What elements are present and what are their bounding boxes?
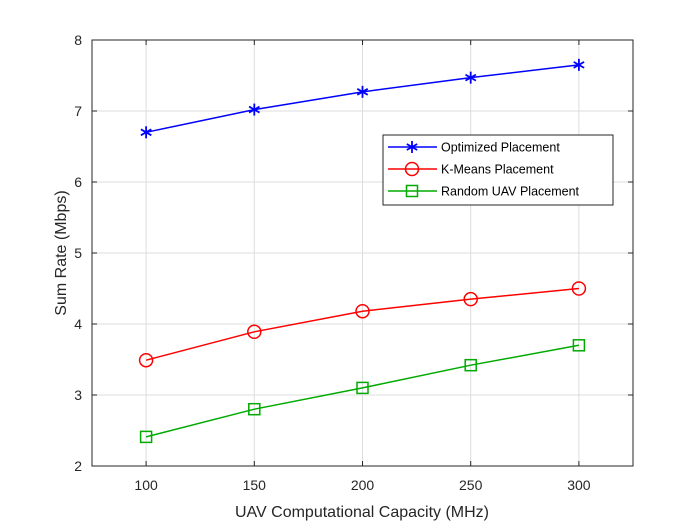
series-k-means-placement: [138, 281, 587, 368]
legend-label: K-Means Placement: [441, 163, 554, 177]
ticks: 100 150 200 250 300 2 3 4 5 6 7 8: [74, 32, 633, 493]
data-point-circle: [247, 324, 262, 340]
data-point-asterisk: [248, 103, 260, 116]
data-point-circle: [138, 352, 154, 368]
legend: Optimized Placement K-Means Placement Rand…: [382, 134, 614, 206]
data-point-circle: [571, 281, 587, 296]
y-tick-label: 7: [74, 103, 82, 119]
y-tick-label: 4: [74, 316, 82, 332]
x-tick-label: 250: [459, 477, 483, 493]
data-point-square: [356, 381, 369, 395]
grid: [92, 39, 633, 467]
data-point-circle: [404, 161, 420, 177]
y-tick-label: 6: [74, 174, 82, 190]
data-point-asterisk: [465, 71, 477, 84]
y-tick-label: 8: [74, 32, 82, 48]
x-tick-label: 150: [243, 477, 267, 493]
data-point-asterisk: [406, 141, 418, 153]
legend-label: Random UAV Placement: [441, 185, 580, 199]
data-point-circle: [463, 291, 478, 307]
data-point-square: [405, 184, 419, 198]
data-point-square: [572, 339, 586, 352]
data-point-square: [248, 402, 261, 416]
series-line: [145, 344, 580, 438]
series-group: [138, 58, 587, 444]
series-random-uav-placement: [139, 339, 586, 444]
legend-entry: Optimized Placement: [388, 141, 560, 155]
series-line: [145, 287, 579, 361]
y-tick-label: 2: [74, 458, 82, 474]
y-tick-label: 3: [74, 387, 82, 403]
x-axis-label: UAV Computational Capacity (MHz): [235, 504, 489, 521]
y-axis-label: Sum Rate (Mbps): [53, 190, 70, 315]
data-point-asterisk: [140, 126, 152, 139]
data-point-circle: [355, 303, 370, 319]
y-tick-label: 5: [74, 245, 82, 261]
data-point-square: [464, 358, 477, 372]
x-tick-label: 300: [567, 477, 591, 493]
x-tick-label: 100: [134, 477, 158, 493]
data-point-asterisk: [573, 58, 585, 71]
legend-entry: K-Means Placement: [388, 161, 554, 177]
series-optimized-placement: [140, 58, 585, 139]
x-tick-label: 200: [351, 477, 375, 493]
legend-label: Optimized Placement: [441, 141, 560, 155]
data-point-asterisk: [356, 85, 369, 98]
data-point-square: [139, 430, 153, 444]
legend-entry: Random UAV Placement: [388, 185, 580, 199]
